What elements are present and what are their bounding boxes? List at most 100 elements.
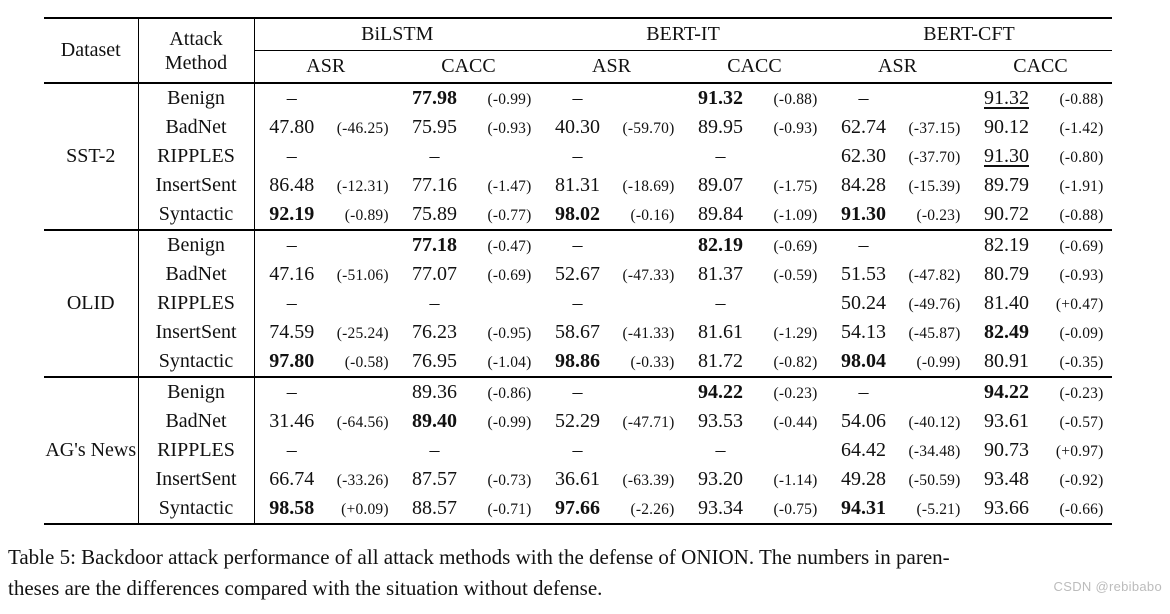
caption-line-1: Table 5: Backdoor attack performance of … bbox=[8, 545, 950, 569]
value-cell: 98.86 (-0.33) bbox=[540, 347, 683, 377]
delta-value: (-0.69) bbox=[773, 238, 818, 255]
value-cell: 80.91 (-0.35) bbox=[969, 347, 1112, 377]
main-value: 77.98 bbox=[412, 87, 457, 109]
main-value: – bbox=[429, 439, 440, 461]
table-row: BadNet 31.46 (-64.56) 89.40 (-0.99) 52.29 (-47… bbox=[44, 407, 1112, 436]
delta-value: (-45.87) bbox=[908, 325, 961, 342]
header-asr-bert-cft: ASR bbox=[878, 55, 917, 77]
value-cell: 90.73 (+0.97) bbox=[969, 436, 1112, 465]
main-value: 93.34 bbox=[698, 497, 743, 519]
main-value: 47.80 bbox=[269, 116, 315, 138]
value-cell: 66.74 (-33.26) bbox=[254, 465, 397, 494]
main-value: – bbox=[429, 292, 440, 314]
main-value: – bbox=[572, 234, 583, 256]
main-value: 75.95 bbox=[412, 116, 457, 138]
value-cell: 74.59 (-25.24) bbox=[254, 318, 397, 347]
value-cell: – bbox=[254, 289, 397, 318]
delta-value: (-0.71) bbox=[487, 501, 532, 518]
value-cell: 90.72 (-0.88) bbox=[969, 200, 1112, 230]
value-cell: 91.32 (-0.88) bbox=[969, 82, 1113, 113]
attack-method-label: InsertSent bbox=[138, 465, 255, 494]
value-cell: 54.06 (-40.12) bbox=[826, 407, 969, 436]
delta-value: (-0.82) bbox=[773, 354, 818, 371]
main-value: 77.16 bbox=[412, 174, 457, 196]
value-cell: 81.61 (-1.29) bbox=[683, 318, 826, 347]
main-value: 40.30 bbox=[555, 116, 600, 138]
main-value: 76.23 bbox=[412, 321, 457, 343]
delta-value: (-34.48) bbox=[908, 443, 961, 460]
value-cell: – bbox=[683, 436, 826, 465]
delta-value: (-0.09) bbox=[1059, 325, 1104, 342]
delta-value: (-0.23) bbox=[773, 385, 818, 402]
value-cell: – bbox=[540, 289, 683, 318]
main-value: 54.06 bbox=[841, 410, 886, 432]
value-cell: 94.22 (-0.23) bbox=[683, 376, 826, 407]
delta-value: (-0.92) bbox=[1059, 472, 1104, 489]
main-value: 64.42 bbox=[841, 439, 886, 461]
value-cell: 94.22 (-0.23) bbox=[969, 376, 1113, 407]
delta-value: (-0.73) bbox=[487, 472, 532, 489]
value-cell: – bbox=[254, 436, 397, 465]
value-cell: 98.04 (-0.99) bbox=[826, 347, 969, 377]
main-value: 50.24 bbox=[841, 292, 886, 314]
main-value: 93.53 bbox=[698, 410, 743, 432]
main-value: 89.07 bbox=[698, 174, 743, 196]
delta-value: (-18.69) bbox=[622, 178, 675, 195]
value-cell: 92.19 (-0.89) bbox=[254, 200, 397, 230]
table-row: AG's News Benign – 89.36 (-0.86) – 94.22 (-0.23… bbox=[44, 376, 1113, 524]
value-cell: – bbox=[397, 289, 540, 318]
value-cell: – bbox=[397, 142, 540, 171]
main-value: 47.16 bbox=[269, 263, 315, 285]
table-row: SST-2 Benign – 77.98 (-0.99) – 91.32 (-0.88) – 91… bbox=[44, 82, 1113, 230]
value-cell: 62.74 (-37.15) bbox=[826, 113, 969, 142]
value-cell: 75.95 (-0.93) bbox=[397, 113, 540, 142]
value-cell: 91.32 (-0.88) bbox=[683, 82, 826, 113]
delta-value: (-1.14) bbox=[773, 472, 818, 489]
delta-value: (-41.33) bbox=[622, 325, 675, 342]
value-cell: – bbox=[254, 376, 397, 407]
csdn-watermark: CSDN @rebibabo bbox=[1053, 579, 1162, 594]
value-cell: 93.34 (-0.75) bbox=[683, 494, 826, 524]
delta-value: (-59.70) bbox=[622, 120, 675, 137]
value-cell: 93.20 (-1.14) bbox=[683, 465, 826, 494]
main-value: 91.32 bbox=[984, 87, 1029, 109]
main-value: 91.30 bbox=[984, 145, 1029, 167]
main-value: 31.46 bbox=[269, 410, 315, 432]
value-cell: 81.37 (-0.59) bbox=[683, 260, 826, 289]
main-value: 97.66 bbox=[555, 497, 600, 519]
delta-value: (-37.70) bbox=[908, 149, 961, 166]
table-row: RIPPLES – – – – 64.42 (-34.48) 90.73 (+0.97) bbox=[44, 436, 1112, 465]
main-value: 93.20 bbox=[698, 468, 743, 490]
value-cell: 81.40 (+0.47) bbox=[969, 289, 1112, 318]
header-cacc-bilstm: CACC bbox=[441, 55, 496, 77]
value-cell: – bbox=[540, 436, 683, 465]
delta-value: (-12.31) bbox=[336, 178, 389, 195]
attack-method-label: Benign bbox=[138, 229, 255, 260]
dataset-label: AG's News bbox=[44, 376, 139, 524]
main-value: 81.31 bbox=[555, 174, 600, 196]
value-cell: 82.19 (-0.69) bbox=[683, 229, 826, 260]
value-cell: 93.48 (-0.92) bbox=[969, 465, 1112, 494]
delta-value: (-0.89) bbox=[344, 207, 389, 224]
value-cell: 89.79 (-1.91) bbox=[969, 171, 1112, 200]
main-value: 75.89 bbox=[412, 203, 457, 225]
delta-value: (-25.24) bbox=[336, 325, 389, 342]
delta-value: (-15.39) bbox=[908, 178, 961, 195]
main-value: 77.18 bbox=[412, 234, 457, 256]
value-cell: 40.30 (-59.70) bbox=[540, 113, 683, 142]
attack-method-label: InsertSent bbox=[138, 318, 255, 347]
value-cell: 52.29 (-47.71) bbox=[540, 407, 683, 436]
main-value: 89.40 bbox=[412, 410, 457, 432]
value-cell: – bbox=[826, 376, 969, 407]
table-row: RIPPLES – – – – 50.24 (-49.76) 81.40 (+0.47) bbox=[44, 289, 1112, 318]
main-value: 82.19 bbox=[698, 234, 743, 256]
delta-value: (-1.42) bbox=[1059, 120, 1104, 137]
table-row: BadNet 47.16 (-51.06) 77.07 (-0.69) 52.67 (-47… bbox=[44, 260, 1112, 289]
value-cell: 89.84 (-1.09) bbox=[683, 200, 826, 230]
main-value: 77.07 bbox=[412, 263, 457, 285]
delta-value: (+0.97) bbox=[1055, 443, 1104, 460]
header-asr-bilstm: ASR bbox=[306, 55, 346, 77]
main-value: – bbox=[572, 439, 583, 461]
value-cell: 82.19 (-0.69) bbox=[969, 229, 1113, 260]
delta-value: (-1.04) bbox=[487, 354, 532, 371]
